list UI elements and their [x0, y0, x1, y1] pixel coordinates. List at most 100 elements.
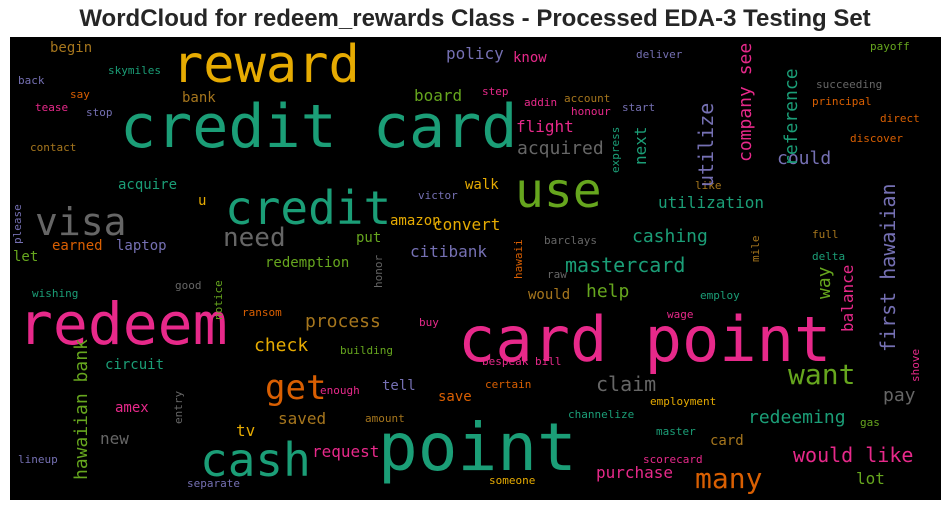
word-entry: entry [172, 390, 185, 424]
word-amex: amex [115, 400, 149, 416]
word-convert: convert [433, 215, 501, 234]
word-redeem: redeem [18, 290, 228, 358]
word-acquired: acquired [517, 138, 604, 159]
word-use: use [515, 163, 602, 219]
word-need: need [223, 223, 286, 253]
word-delta: delta [812, 250, 846, 263]
word-shove: shove [909, 348, 922, 382]
word-someone: someone [489, 474, 536, 487]
word-tease: tease [35, 101, 69, 114]
word-visa: visa [35, 200, 127, 244]
word-account: account [564, 92, 611, 105]
word-many: many [695, 462, 763, 495]
word-acquire: acquire [118, 177, 178, 193]
word-mile: mile [749, 235, 762, 263]
word-would-like: would like [793, 443, 914, 467]
word-barclays: barclays [544, 234, 597, 247]
word-buy: buy [419, 316, 439, 329]
chart-title: WordCloud for redeem_rewards Class - Pro… [79, 5, 871, 32]
word-succeeding: succeeding [816, 78, 883, 91]
word-begin: begin [50, 40, 93, 56]
word-express: express [609, 126, 622, 173]
word-scorecard: scorecard [643, 453, 703, 466]
word-ransom: ransom [242, 306, 282, 319]
word-honor: honor [372, 254, 385, 288]
word-process: process [305, 311, 381, 332]
word-new: new [100, 429, 129, 448]
word-want: want [788, 358, 856, 391]
word-employ: employ [700, 289, 740, 302]
word-know: know [513, 50, 547, 66]
word-principal: principal [812, 95, 872, 108]
word-board: board [414, 86, 463, 105]
word-hawaiian-bank: hawaiian bank [71, 339, 92, 480]
word-purchase: purchase [596, 463, 674, 482]
word-deliver: deliver [636, 48, 683, 61]
word-contact: contact [30, 141, 77, 154]
word-laptop: laptop [116, 238, 167, 254]
word-credit: credit [225, 181, 392, 235]
word-card: card [710, 433, 744, 449]
word-tell: tell [382, 378, 416, 394]
word-bespeak-bill: bespeak bill [482, 355, 562, 368]
word-let: let [13, 249, 39, 265]
word-direct: direct [880, 112, 920, 125]
word-enough: enough [320, 384, 360, 397]
word-redemption: redemption [265, 255, 350, 271]
word-victor: victor [418, 189, 458, 202]
word-citibank: citibank [410, 242, 488, 261]
word-full: full [812, 228, 839, 241]
word-separate: separate [187, 477, 240, 490]
word-cloud: credit card card point point reward rede… [10, 37, 941, 500]
word-would: would [528, 287, 571, 303]
word-payoff: payoff [870, 40, 910, 53]
word-tv: tv [236, 421, 256, 440]
word-say: say [70, 88, 90, 101]
word-cash: cash [200, 433, 311, 487]
word-pay: pay [883, 385, 916, 406]
word-redeeming: redeeming [748, 407, 846, 428]
word-policy: policy [446, 44, 504, 63]
word-notice: notice [212, 280, 225, 320]
word-balance: balance [838, 264, 857, 332]
word-like: like [695, 179, 722, 192]
word-wishing: wishing [32, 287, 79, 300]
word-earned: earned [52, 238, 103, 254]
word-utilize: utilize [694, 102, 718, 187]
word-hawaii: hawaii [512, 239, 525, 279]
word-master: master [656, 425, 696, 438]
word-walk: walk [465, 177, 499, 193]
word-way: way [814, 266, 835, 299]
word-building: building [340, 344, 393, 357]
word-step: step [482, 85, 509, 98]
word-reference: reference [781, 68, 802, 166]
word-help: help [586, 281, 630, 302]
word-wage: wage [667, 308, 694, 321]
word-skymiles: skymiles [108, 64, 161, 77]
word-check: check [254, 335, 309, 356]
word-saved: saved [278, 409, 327, 428]
word-could: could [777, 148, 832, 169]
word-reward: reward [172, 37, 360, 95]
word-honour: honour [571, 105, 611, 118]
word-circuit: circuit [105, 357, 165, 373]
word-bank: bank [182, 90, 216, 106]
word-channelize: channelize [568, 408, 635, 421]
word-get: get [265, 368, 327, 408]
word-start: start [622, 101, 656, 114]
word-point: point [378, 409, 577, 486]
word-lineup: lineup [18, 453, 58, 466]
word-raw: raw [547, 268, 567, 281]
word-credit-card: credit card [120, 92, 518, 162]
word-u: u [198, 193, 207, 209]
word-amount: amount [365, 412, 405, 425]
word-next: next [631, 126, 650, 165]
word-lot: lot [856, 469, 885, 488]
word-good: good [175, 279, 202, 292]
word-gas: gas [860, 416, 880, 429]
word-first-hawaiian: first hawaiian [876, 183, 900, 352]
word-request: request [312, 442, 380, 461]
word-back: back [18, 74, 45, 87]
word-utilization: utilization [658, 193, 764, 212]
word-cashing: cashing [632, 226, 708, 247]
